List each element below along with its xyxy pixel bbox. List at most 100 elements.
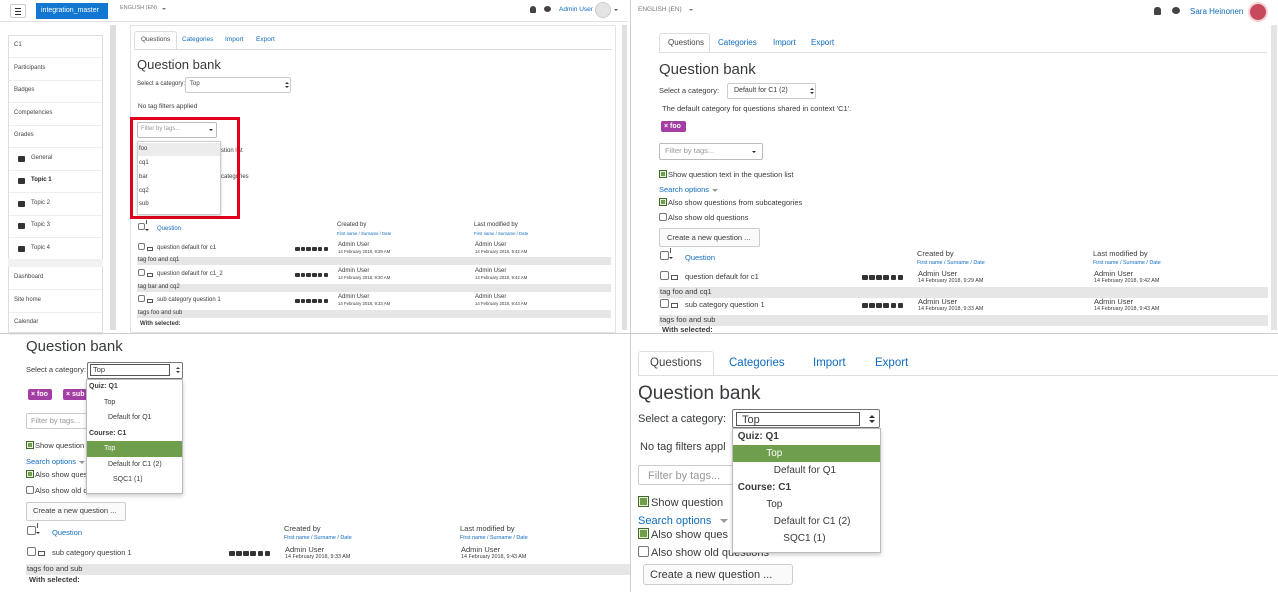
- checkbox[interactable]: [27, 547, 36, 556]
- checkbox[interactable]: [26, 470, 34, 478]
- action-icon[interactable]: [862, 274, 868, 281]
- tag-chip-text[interactable]: × sub: [66, 391, 85, 399]
- tab[interactable]: Questions: [668, 37, 705, 47]
- show-text-option[interactable]: Show question text in the question list: [668, 170, 794, 180]
- subcategories-option[interactable]: Also show questions from subcategories: [668, 198, 803, 208]
- action-icon[interactable]: [869, 302, 875, 309]
- tab[interactable]: Import: [773, 37, 796, 47]
- action-icon[interactable]: [295, 272, 300, 277]
- sort-links[interactable]: First name / Surname / Date: [1093, 260, 1161, 267]
- create-button-text[interactable]: Create a new question ...: [650, 568, 773, 581]
- column-question[interactable]: Question: [685, 253, 716, 263]
- action-icon[interactable]: [890, 274, 897, 281]
- column-question[interactable]: Question: [157, 226, 182, 233]
- category-option[interactable]: Default for C1 (2): [773, 515, 851, 527]
- messages[interactable]: [544, 6, 551, 12]
- nav-item[interactable]: Topic 3: [31, 222, 51, 229]
- tab[interactable]: Questions: [141, 35, 171, 43]
- action-icon[interactable]: [229, 550, 235, 557]
- tag-option[interactable]: sub: [139, 201, 149, 208]
- user-name[interactable]: Admin User: [559, 5, 593, 13]
- action-icon[interactable]: [295, 298, 300, 303]
- tag-chip[interactable]: [661, 121, 686, 132]
- tag-option[interactable]: cq1: [139, 159, 149, 166]
- tag-chip[interactable]: [28, 389, 52, 400]
- tag-filter[interactable]: [137, 122, 217, 138]
- action-icon[interactable]: [300, 246, 306, 251]
- category-option[interactable]: SQC1 (1): [783, 532, 826, 544]
- action-icon[interactable]: [312, 246, 317, 251]
- checkbox[interactable]: [659, 213, 667, 221]
- checkbox[interactable]: [138, 243, 145, 250]
- action-icon[interactable]: [312, 298, 317, 303]
- sort-links[interactable]: First name / Surname / Date: [917, 260, 985, 267]
- nav-item[interactable]: Topic 4: [31, 244, 51, 251]
- action-icon[interactable]: [312, 272, 317, 277]
- checkbox[interactable]: [638, 546, 649, 557]
- sort-links[interactable]: First name / Surname / Date: [284, 535, 352, 542]
- checkbox[interactable]: [138, 295, 145, 302]
- checkbox[interactable]: [138, 223, 145, 230]
- action-icon[interactable]: [323, 298, 328, 303]
- messages[interactable]: [1172, 7, 1180, 14]
- action-icon[interactable]: [250, 550, 256, 557]
- tag-option[interactable]: cq2: [139, 187, 149, 194]
- language-menu[interactable]: ENGLISH (EN): [638, 5, 682, 13]
- tab[interactable]: Categories: [182, 35, 214, 43]
- create-button-text[interactable]: Create a new question ...: [667, 233, 751, 243]
- sort-links[interactable]: First name / Surname / Date: [337, 230, 392, 236]
- tag-chip[interactable]: [63, 389, 87, 400]
- category-option[interactable]: Default for C1 (2): [108, 460, 162, 468]
- action-icon[interactable]: [317, 298, 323, 303]
- search-options[interactable]: Search options: [26, 457, 77, 467]
- subcategories-option[interactable]: Also show ques: [35, 470, 88, 480]
- create-button-text[interactable]: Create a new question ...: [33, 506, 117, 516]
- checkbox[interactable]: [638, 528, 649, 539]
- search-options[interactable]: Search options: [659, 185, 710, 195]
- action-icon[interactable]: [264, 550, 271, 557]
- checkbox[interactable]: [638, 496, 649, 507]
- nav-item[interactable]: General: [31, 154, 53, 161]
- nav-item[interactable]: Topic 2: [31, 199, 51, 206]
- tab[interactable]: Questions: [650, 356, 702, 369]
- user-name[interactable]: Sara Heinonen: [1190, 6, 1244, 16]
- create-button[interactable]: [26, 502, 126, 521]
- tab[interactable]: Export: [875, 356, 909, 369]
- tag-chip-text[interactable]: × foo: [664, 123, 681, 131]
- category-select[interactable]: [87, 362, 183, 379]
- action-icon[interactable]: [876, 274, 882, 281]
- action-icon[interactable]: [306, 298, 311, 303]
- create-button[interactable]: [659, 228, 760, 247]
- checkbox[interactable]: [660, 271, 669, 280]
- show-text-option[interactable]: Show question: [651, 496, 724, 509]
- action-icon[interactable]: [317, 246, 323, 251]
- notifications[interactable]: [1154, 7, 1161, 15]
- category-option[interactable]: Default for Q1: [108, 414, 152, 422]
- create-button[interactable]: [643, 564, 793, 585]
- action-icon[interactable]: [323, 272, 328, 277]
- checkbox[interactable]: [660, 251, 669, 260]
- tab[interactable]: Export: [811, 37, 835, 47]
- category-option[interactable]: SQC1 (1): [113, 476, 143, 484]
- nav-item[interactable]: Badges: [14, 87, 35, 94]
- action-icon[interactable]: [890, 302, 897, 309]
- nav-item[interactable]: Calendar: [14, 319, 39, 326]
- nav-item[interactable]: Competencies: [14, 109, 53, 116]
- action-icon[interactable]: [306, 272, 311, 277]
- nav-item[interactable]: Dashboard: [14, 274, 44, 281]
- checkbox[interactable]: [659, 198, 667, 206]
- checkbox[interactable]: [138, 269, 145, 276]
- nav-item[interactable]: C1: [14, 42, 22, 49]
- tab[interactable]: Categories: [729, 356, 785, 369]
- action-icon[interactable]: [883, 302, 889, 309]
- tab[interactable]: Import: [813, 356, 846, 369]
- menu-button[interactable]: [10, 4, 26, 18]
- action-icon[interactable]: [869, 274, 875, 281]
- tag-option[interactable]: bar: [139, 173, 148, 180]
- action-icon[interactable]: [243, 550, 249, 557]
- language-menu[interactable]: ENGLISH (EN): [120, 5, 157, 12]
- search-options[interactable]: Search options: [638, 514, 712, 527]
- brand-text[interactable]: integration_master: [41, 7, 99, 15]
- sort-links[interactable]: First name / Surname / Date: [460, 535, 528, 542]
- category-option[interactable]: Default for Q1: [773, 464, 837, 476]
